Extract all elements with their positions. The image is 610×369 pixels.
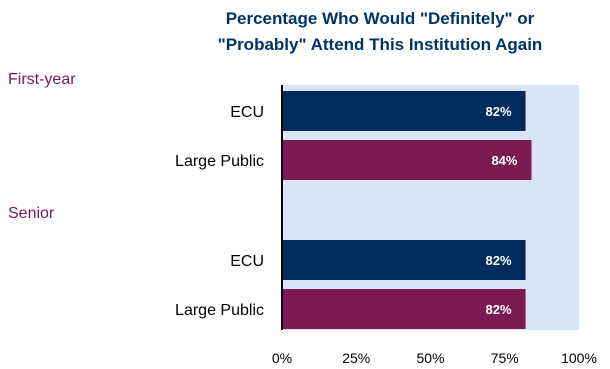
data-label: 82% [486, 302, 512, 317]
category-label: ECU [230, 253, 264, 270]
category-label: ECU [230, 104, 264, 121]
x-tick-label: 50% [416, 350, 444, 366]
x-tick-label: 25% [342, 350, 370, 366]
group-label: Senior [8, 205, 55, 222]
data-label: 82% [486, 104, 512, 119]
data-label: 82% [486, 253, 512, 268]
x-tick-label: 0% [272, 350, 292, 366]
bar [282, 140, 532, 180]
chart-title-line-2: "Probably" Attend This Institution Again [217, 35, 543, 54]
category-label: Large Public [175, 302, 264, 319]
chart-title: Percentage Who Would "Definitely" or "Pr… [150, 6, 610, 58]
data-label: 84% [491, 153, 517, 168]
x-tick-label: 75% [491, 350, 519, 366]
category-label: Large Public [175, 153, 264, 170]
bar [282, 289, 526, 329]
group-label: First-year [8, 71, 76, 88]
bar [282, 91, 526, 131]
bar [282, 240, 526, 280]
chart-title-line-1: Percentage Who Would "Definitely" or [225, 9, 535, 28]
x-tick-label: 100% [561, 350, 597, 366]
